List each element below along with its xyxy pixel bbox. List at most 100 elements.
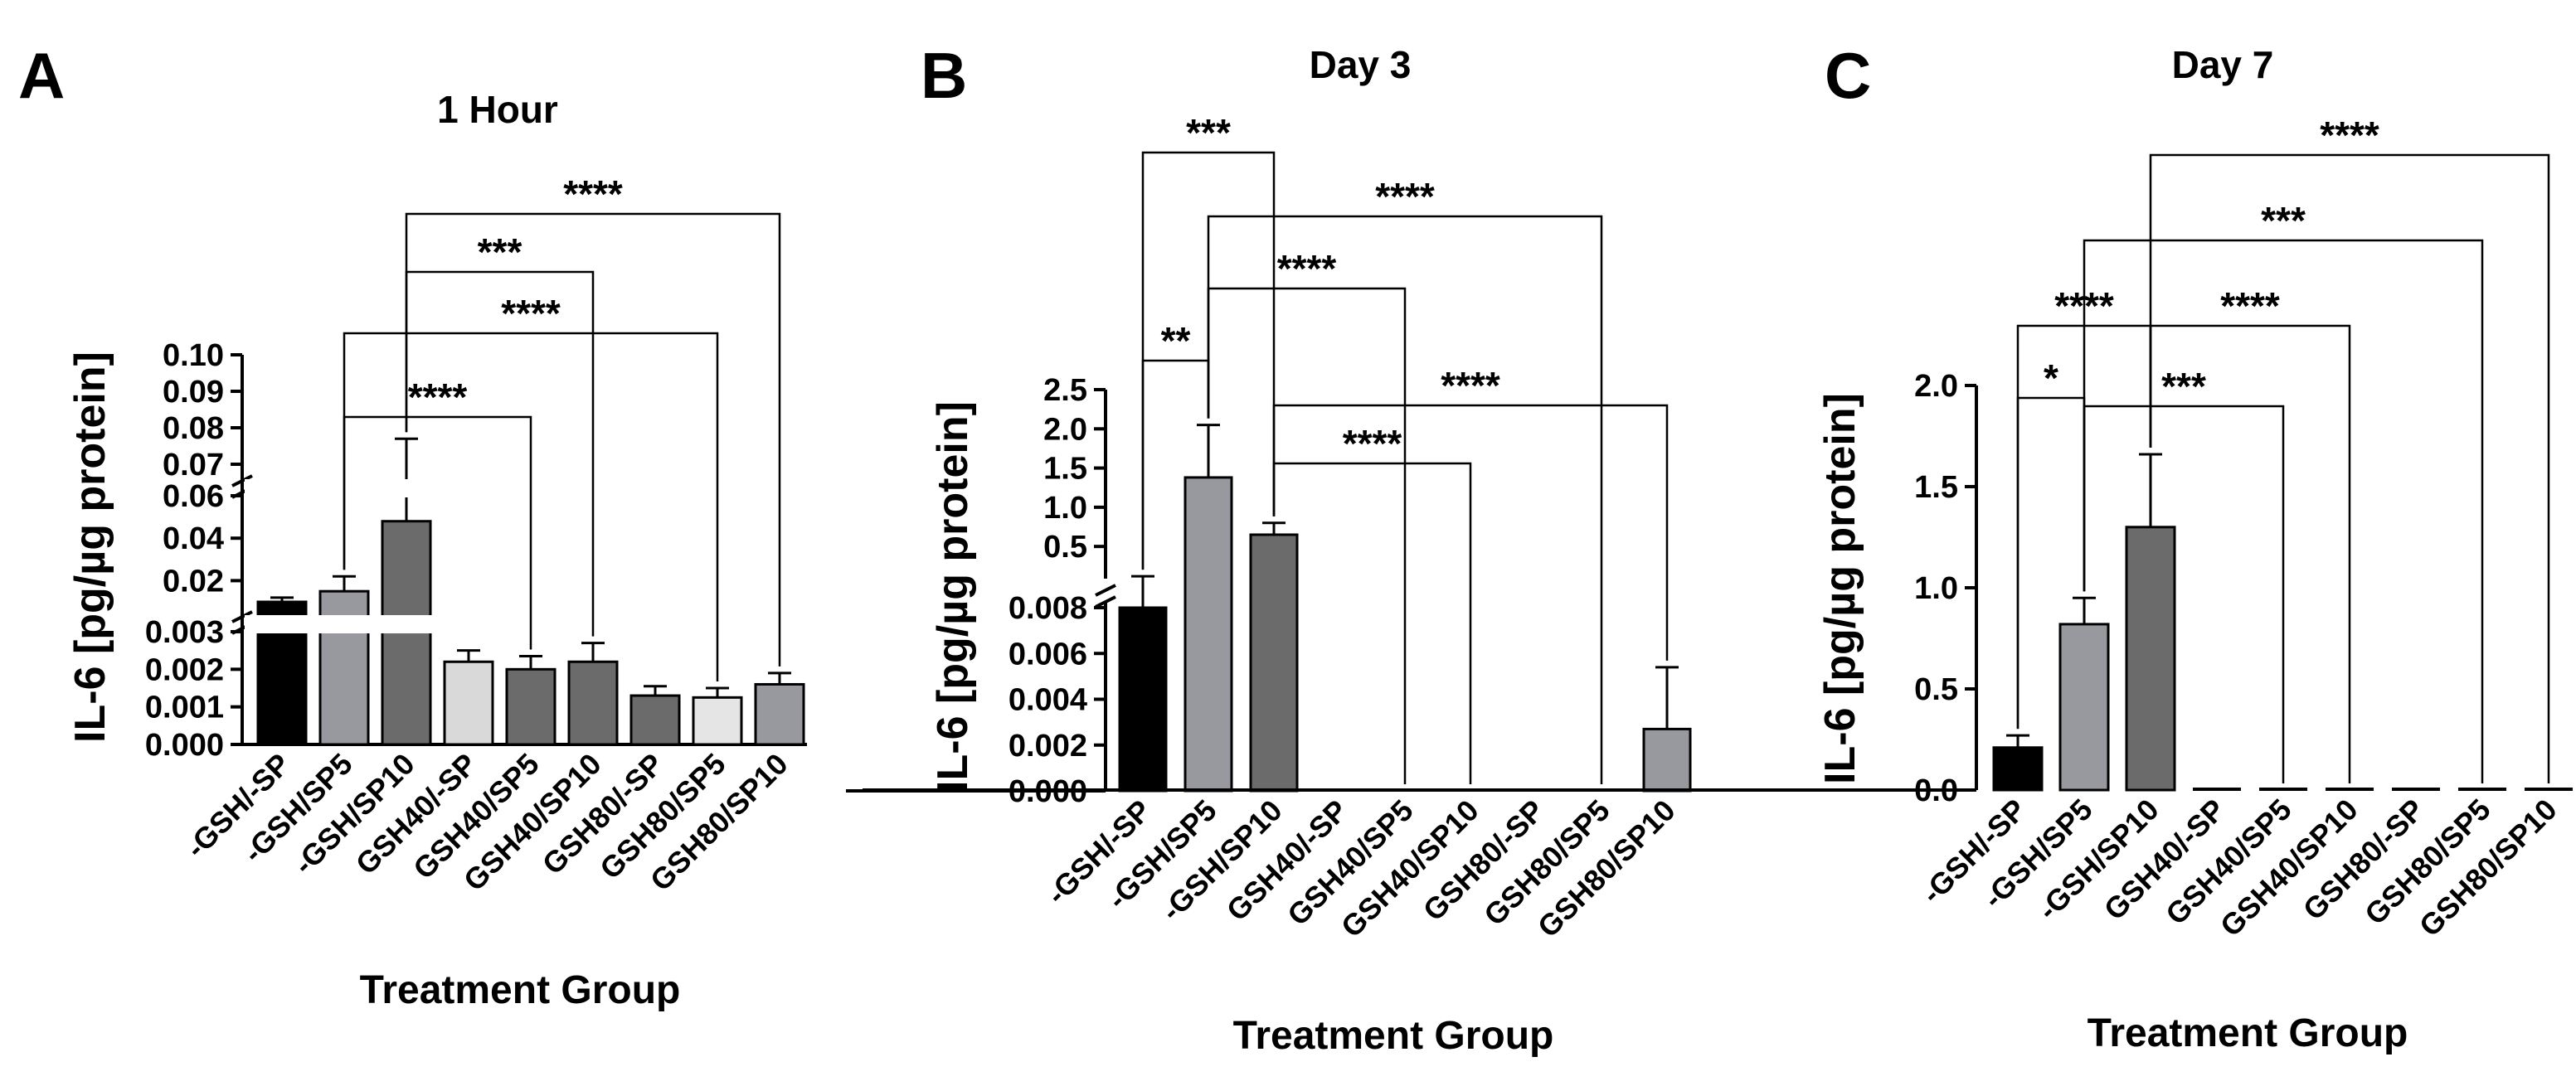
panel-c-bar-1 [1992, 746, 2044, 792]
panel-a-y-tick-label: 0.02 [163, 564, 224, 599]
panel-c-error-bar-3 [2139, 453, 2162, 527]
panel-a-error-bar-5 [519, 654, 542, 670]
panel-a-y-tick-label: 0.06 [163, 479, 224, 514]
panel-b: B Day 3 IL-6 [pg/µg protein] Treatment G… [846, 39, 1692, 1058]
panel-c-significance-label-1: **** [2320, 114, 2379, 157]
panel-letter-a: A [18, 39, 65, 112]
panel-b-x-axis-label: Treatment Group [1233, 1014, 1554, 1058]
panel-a-error-bar-9 [768, 671, 791, 685]
panel-a-y-tick-label: 0.08 [163, 411, 224, 446]
panel-b-significance-bracket-4 [1141, 359, 1210, 570]
panel-a-y-tick-label: 0.000 [145, 728, 224, 763]
panel-b-y-tick-label: 2.5 [1043, 373, 1087, 408]
panel-a-error-bar-6 [581, 642, 605, 662]
panel-b-significance-label-5: **** [1441, 364, 1500, 407]
panel-b-significance-label-4: ** [1161, 319, 1191, 362]
panel-a-x-axis-label: Treatment Group [360, 968, 681, 1012]
panel-a-y-tick-label: 0.001 [145, 691, 224, 725]
panel-letter-c: C [1825, 39, 1871, 112]
panel-b-bar-2 [1184, 476, 1233, 793]
panel-c-y-tick-label: 2.0 [1914, 369, 1958, 404]
panel-a-error-bar-2 [333, 575, 356, 592]
panel-letter-b: B [921, 39, 967, 112]
panel-a-bar-8 [692, 696, 743, 746]
panel-b-y-tick-label: 0.5 [1043, 530, 1087, 565]
panel-b-axis-break-mark [1095, 595, 1116, 608]
panel-c-significance-label-2: *** [2261, 199, 2306, 242]
panel-a-y-axis-label: IL-6 [pg/µg protein] [66, 351, 114, 743]
panel-a: A 1 Hour IL-6 [pg/µg protein] Treatment … [18, 39, 809, 1012]
panel-a-break-gap [245, 615, 809, 633]
panel-a-significance-label-3: *** [478, 230, 522, 274]
panel-a-axis-break-mark [231, 610, 253, 623]
panel-b-axis-break-mark [1095, 584, 1116, 597]
panel-c-y-tick-label: 1.5 [1914, 470, 1958, 505]
panel-a-significance-label-1: **** [408, 376, 468, 419]
panel-c-x-axis-label: Treatment Group [2088, 1011, 2408, 1055]
panel-a-bar-9 [754, 682, 805, 746]
panel-a-axis-break-mark [231, 474, 253, 487]
panel-b-bar-3 [1249, 533, 1299, 793]
panel-b-y-tick-label: 0.006 [1009, 637, 1087, 671]
panel-a-significance-label-4: **** [563, 172, 623, 216]
panel-c-bar-3 [2125, 526, 2176, 792]
panel-b-error-bar-9 [1655, 666, 1679, 730]
panel-a-bar-2 [318, 589, 370, 746]
panel-c-significance-label-4: **** [2220, 284, 2280, 327]
panel-a-significance-bracket-3 [405, 270, 595, 637]
panel-c-significance-label-5: * [2044, 356, 2058, 400]
panel-a-error-bar-8 [706, 686, 729, 698]
panel-b-significance-label-1: *** [1186, 111, 1231, 154]
panel-c-y-tick-label: 1.0 [1914, 571, 1958, 606]
panel-b-y-tick-label: 1.0 [1043, 491, 1087, 526]
panel-a-error-bar-7 [644, 685, 667, 696]
panel-c-significance-bracket-6 [2083, 405, 2285, 783]
panel-c-y-tick-label: 0.5 [1914, 672, 1958, 707]
panel-a-bar-7 [629, 694, 681, 746]
panel-a-bar-5 [505, 667, 557, 746]
panel-a-significance-bracket-4 [405, 212, 781, 667]
panel-b-significance-label-6: **** [1343, 422, 1402, 465]
panel-c-significance-bracket-4 [2149, 324, 2351, 783]
panel-c-y-tick-label: 0.0 [1914, 773, 1958, 808]
panel-b-y-axis-label: IL-6 [pg/µg protein] [929, 401, 977, 793]
panel-a-significance-bracket-2 [343, 332, 719, 681]
panel-b-significance-bracket-6 [1272, 462, 1472, 784]
panel-c-error-bar-1 [2006, 734, 2029, 748]
panel-b-significance-bracket-3 [1207, 287, 1407, 784]
panel-b-bar-9 [1642, 727, 1692, 793]
panel-b-significance-label-3: **** [1277, 247, 1337, 290]
panel-c-significance-label-3: **** [2054, 284, 2114, 327]
panel-c-title: Day 7 [2172, 43, 2274, 86]
panel-b-y-tick-label: 1.5 [1043, 452, 1087, 487]
panel-c-bar-2 [2058, 623, 2110, 792]
panel-a-y-tick-label: 0.002 [145, 652, 224, 687]
panel-b-y-tick-label: 2.0 [1043, 412, 1087, 447]
panel-b-error-bar-3 [1262, 521, 1286, 535]
panel-b-error-bar-2 [1197, 424, 1220, 478]
panel-c-significance-label-6: *** [2161, 365, 2206, 408]
panel-b-error-bar-1 [1131, 575, 1154, 608]
panel-a-y-tick-label: 0.10 [163, 338, 224, 373]
panel-a-error-bar-1 [270, 596, 294, 602]
panel-b-bar-1 [1118, 606, 1168, 793]
panel-a-y-tick-label: 0.04 [163, 521, 224, 556]
panel-b-title: Day 3 [1310, 43, 1412, 86]
panel-b-y-tick-label: 0.004 [1009, 683, 1087, 718]
panel-a-bar-4 [443, 660, 494, 746]
panel-b-significance-label-2: **** [1375, 175, 1435, 218]
panel-b-significance-bracket-5 [1272, 404, 1669, 661]
panel-a-significance-label-2: **** [501, 292, 561, 335]
panel-c-y-axis-label: IL-6 [pg/µg protein] [1816, 393, 1864, 784]
panel-a-bar-6 [567, 660, 619, 746]
panel-a-error-bar-4 [457, 649, 480, 662]
panel-b-y-tick-label: 0.002 [1009, 729, 1087, 764]
panel-a-break-gap [245, 479, 809, 497]
panel-b-y-tick-label: 0.008 [1009, 591, 1087, 626]
panel-a-significance-bracket-1 [343, 415, 532, 650]
panel-c-error-bar-2 [2073, 596, 2096, 624]
panel-a-y-tick-label: 0.09 [163, 375, 224, 410]
panel-a-title: 1 Hour [437, 88, 558, 131]
panel-c-significance-bracket-1 [2149, 153, 2550, 783]
